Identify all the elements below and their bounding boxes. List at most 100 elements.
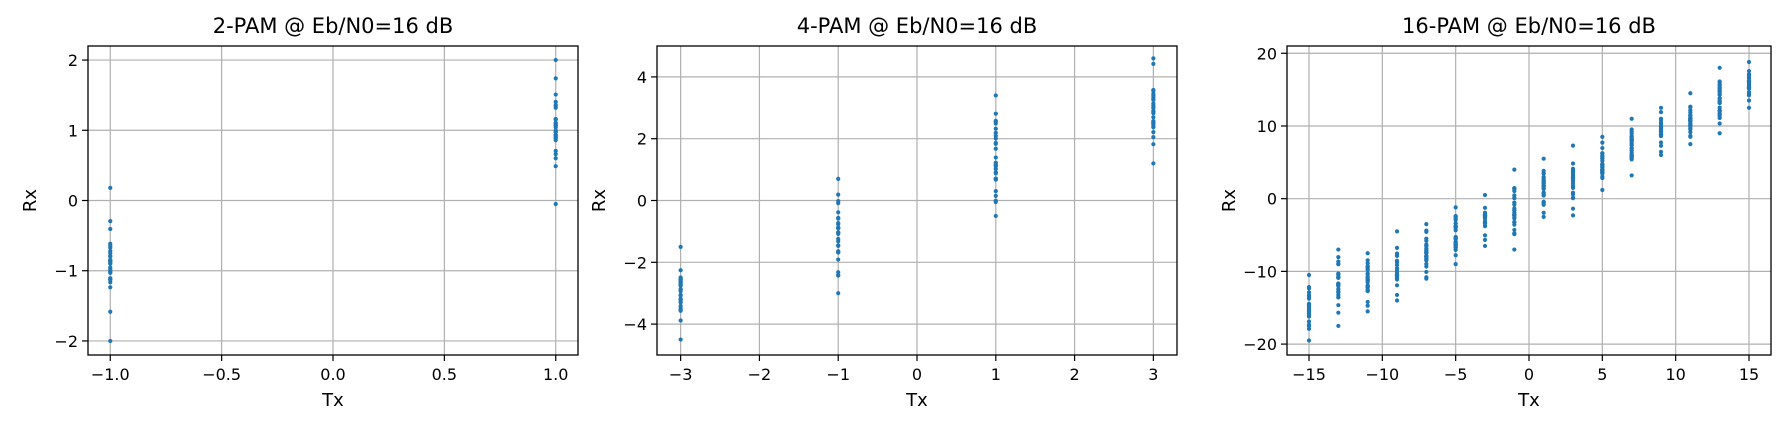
data-point: [1394, 277, 1400, 282]
y-tick-label: −10: [1243, 262, 1277, 281]
data-point: [108, 261, 113, 266]
data-point: [836, 270, 841, 275]
point-cluster-tx-3: [1570, 143, 1576, 218]
data-point: [1600, 140, 1605, 145]
data-point: [1688, 108, 1693, 113]
data-point: [1365, 251, 1370, 256]
data-point: [1688, 117, 1693, 122]
data-point: [553, 129, 558, 135]
data-point: [1512, 231, 1517, 237]
data-point: [553, 117, 558, 122]
data-point: [1394, 229, 1400, 234]
data-point: [1658, 152, 1664, 158]
data-point: [1151, 105, 1156, 110]
data-point: [1365, 263, 1370, 269]
data-point: [678, 337, 683, 342]
data-point: [1306, 323, 1312, 329]
subplot-1: −1.0 −0.5 0.0 0.5 1.0 −2 −1 0 1 2 2-PAM @ Eb/N0=16…: [20, 14, 579, 411]
data-point: [553, 136, 558, 141]
data-point: [1512, 167, 1517, 172]
data-point: [993, 136, 998, 141]
scatter-points: [108, 57, 558, 344]
data-point: [836, 216, 841, 221]
chart-title: 4-PAM @ Eb/N0=16 dB: [797, 14, 1038, 38]
x-tick-label: 15: [1739, 365, 1759, 384]
data-point: [1746, 78, 1752, 83]
data-point: [1570, 143, 1576, 148]
point-cluster-tx-7: [1629, 116, 1634, 178]
point-cluster-tx--13: [1336, 247, 1341, 329]
data-point: [993, 155, 998, 160]
x-tick-label: −15: [1292, 365, 1326, 384]
data-point: [1658, 149, 1664, 155]
data-point: [1482, 243, 1488, 249]
data-point: [1151, 101, 1156, 106]
data-point: [1658, 109, 1664, 115]
data-point: [1424, 242, 1429, 247]
x-axis-label: Tx: [1517, 390, 1540, 411]
data-point: [1306, 305, 1312, 311]
y-tick-label: −2: [623, 253, 647, 272]
data-point: [1746, 73, 1752, 78]
data-point: [1306, 311, 1312, 316]
x-tick-label: 0.0: [320, 365, 345, 384]
x-tick-label: −5: [1444, 365, 1468, 384]
data-point: [1336, 286, 1341, 292]
data-point: [993, 121, 998, 126]
data-point: [1394, 266, 1400, 272]
data-point: [108, 254, 113, 259]
data-point: [553, 156, 558, 161]
y-tick-label: 1: [68, 121, 78, 140]
point-cluster-tx-1: [553, 57, 558, 207]
x-axis-label: Tx: [321, 390, 344, 411]
data-point: [108, 270, 113, 276]
data-point: [1541, 210, 1546, 215]
point-cluster-tx-5: [1600, 134, 1605, 193]
data-point: [553, 57, 558, 63]
subplot-3: −15 −10 −5 0 5 10 15 −20 −10 0 10 20 16-PAM @ Eb/N0=…: [1219, 14, 1772, 411]
data-point: [1512, 186, 1517, 192]
data-point: [1688, 130, 1693, 135]
data-point: [1453, 221, 1458, 226]
data-point: [678, 279, 683, 284]
data-point: [993, 141, 998, 146]
y-tick-label: 2: [637, 130, 647, 149]
data-point: [108, 309, 113, 314]
data-point: [1717, 121, 1722, 126]
data-point: [1365, 280, 1370, 285]
data-point: [1453, 253, 1458, 258]
data-point: [1600, 171, 1605, 176]
data-point: [1600, 134, 1605, 139]
data-point: [1600, 156, 1605, 161]
data-point: [836, 198, 841, 204]
data-point: [678, 300, 683, 305]
data-point: [1394, 245, 1400, 250]
data-point: [1688, 113, 1693, 118]
data-point: [1688, 104, 1693, 109]
data-point: [1365, 299, 1370, 305]
x-tick-label: 10: [1665, 365, 1685, 384]
data-point: [1512, 227, 1517, 233]
data-point: [836, 249, 841, 254]
data-point: [1453, 241, 1458, 246]
data-point: [1365, 258, 1370, 263]
data-point: [1151, 56, 1156, 61]
data-point: [1512, 247, 1517, 252]
data-point: [1394, 253, 1400, 258]
data-point: [1629, 173, 1634, 178]
data-point: [1541, 202, 1546, 207]
data-point: [1658, 143, 1664, 148]
point-cluster-tx-9: [1658, 105, 1664, 158]
data-point: [1394, 263, 1400, 268]
data-point: [1336, 272, 1341, 278]
data-point: [678, 287, 683, 292]
data-point: [1336, 283, 1341, 288]
data-point: [1512, 208, 1517, 213]
data-point: [836, 192, 841, 197]
data-point: [1424, 275, 1429, 280]
data-point: [1688, 126, 1693, 131]
data-point: [1394, 292, 1400, 298]
data-point: [836, 176, 841, 181]
data-point: [1658, 140, 1664, 145]
data-point: [1629, 138, 1634, 143]
